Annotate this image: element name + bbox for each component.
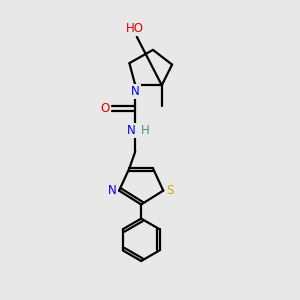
Text: N: N xyxy=(131,85,140,98)
Text: N: N xyxy=(128,124,136,137)
Text: HO: HO xyxy=(125,22,143,35)
Text: O: O xyxy=(100,102,110,115)
Text: S: S xyxy=(166,184,173,197)
Text: N: N xyxy=(108,184,117,197)
Text: H: H xyxy=(141,124,150,137)
